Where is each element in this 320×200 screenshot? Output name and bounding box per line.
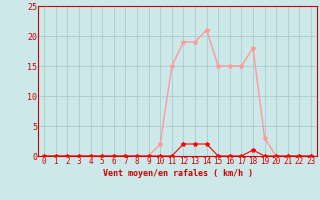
X-axis label: Vent moyen/en rafales ( km/h ): Vent moyen/en rafales ( km/h ) bbox=[103, 169, 252, 178]
